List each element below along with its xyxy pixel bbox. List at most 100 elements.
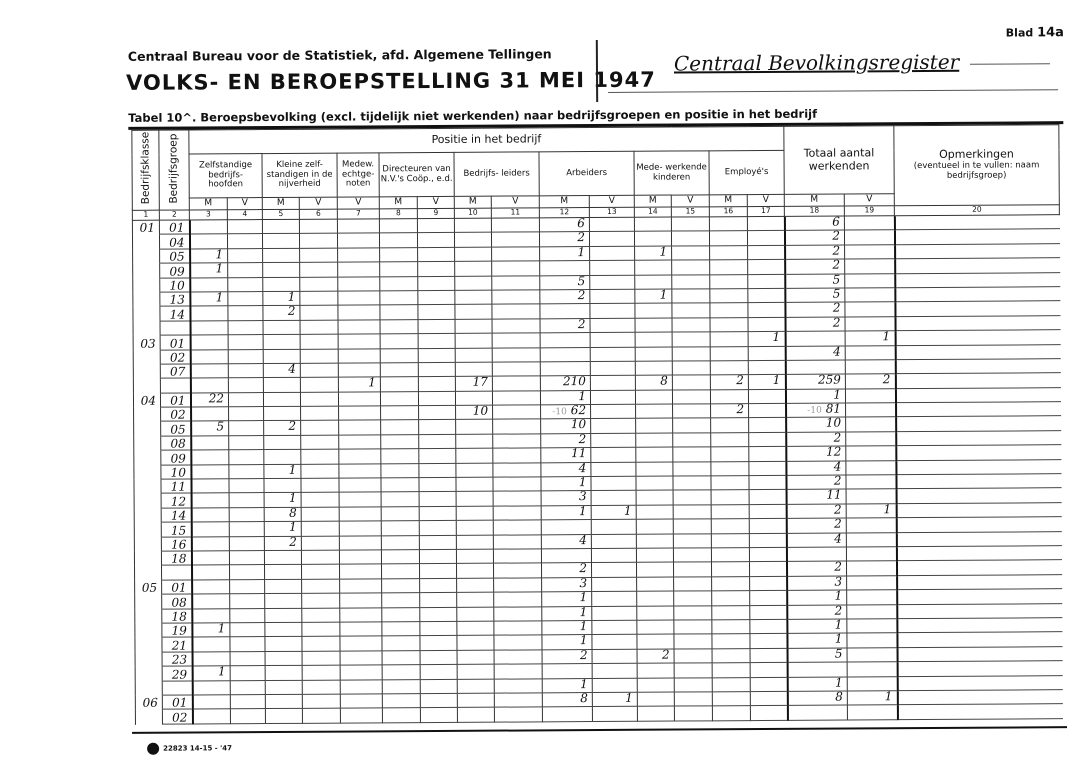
cell-col-4: [228, 406, 264, 422]
cell-col-6: [300, 449, 339, 464]
cell-col-7: [338, 449, 381, 464]
cell-col-6: [300, 478, 340, 493]
cell-col-17: [749, 590, 787, 606]
cell-col-20: [895, 473, 1062, 490]
cell-col-6: [300, 420, 339, 436]
cell-col-7: [339, 521, 382, 536]
cell-col-15: [673, 490, 712, 505]
cell-col-15: [674, 691, 713, 707]
cell-col-5: 2: [264, 534, 302, 551]
cell-bedrijfsklasse: [133, 320, 161, 336]
cell-col-15: [674, 677, 713, 692]
cell-bedrijfsklasse: [133, 407, 161, 422]
cell-col-14: [635, 461, 673, 477]
cell-col-14: [636, 504, 674, 520]
cell-col-11: [493, 505, 542, 521]
cell-col-11: [491, 275, 540, 291]
cell-value: 1: [217, 664, 226, 679]
cell-col-5: [265, 679, 303, 695]
cell-col-8: [382, 679, 421, 694]
cell-col-9: [417, 232, 455, 248]
sex-label-col-17: V: [747, 194, 785, 207]
cell-col-8: [379, 276, 418, 291]
cell-col-11: [492, 332, 541, 348]
cell-col-8: [381, 563, 420, 579]
cell-bedrijfsgroep: 21: [161, 637, 193, 652]
cell-col-17: [748, 475, 787, 491]
cell-value: 17: [472, 374, 488, 390]
cell-col-11: [494, 649, 543, 665]
cell-col-19: [846, 604, 897, 619]
cell-value: 1: [882, 329, 891, 344]
cell-col-19: [846, 517, 897, 533]
cell-col-17: [750, 676, 788, 692]
cell-col-19: [846, 589, 897, 605]
cell-col-8: [382, 693, 421, 709]
cell-col-7: [337, 290, 380, 306]
cell-col-7: [338, 348, 381, 364]
cell-col-17: [748, 389, 786, 404]
sex-label-col-13: V: [589, 195, 635, 208]
cell-col-14: [635, 447, 673, 462]
cell-col-6: [302, 650, 341, 666]
cell-col-19: [845, 402, 896, 418]
cell-col-20: [894, 315, 1061, 331]
cell-col-16: [710, 418, 749, 433]
cell-col-7: [339, 506, 382, 522]
cell-bedrijfsklasse: [132, 292, 160, 307]
cell-col-16: [711, 619, 750, 635]
cell-col-4: [230, 680, 266, 695]
cell-col-9: [419, 606, 457, 622]
cell-value: 1: [579, 633, 588, 648]
cell-value: 4: [833, 459, 842, 474]
cell-col-6: [299, 262, 338, 277]
cell-col-7: [337, 233, 380, 248]
cell-col-6: [301, 535, 340, 551]
cell-col-13: [591, 634, 638, 650]
cell-col-7: [340, 650, 383, 666]
cell-col-5: [264, 550, 302, 565]
cell-col-12: 4: [541, 533, 592, 549]
cell-col-7: [339, 492, 382, 507]
cell-col-20: [897, 689, 1063, 705]
cell-col-4: [229, 593, 265, 609]
cell-col-7: [337, 262, 380, 277]
cell-bedrijfsgroep: 05: [159, 248, 190, 264]
cell-col-10: [457, 664, 495, 679]
cell-col-11: [491, 218, 540, 233]
cell-value: 2: [287, 304, 296, 319]
cell-col-17: [749, 504, 787, 519]
cell-col-16: [711, 590, 750, 606]
cell-col-7: [340, 679, 383, 694]
cell-col-16: [709, 259, 748, 275]
cell-col-12: 1: [539, 245, 590, 262]
cell-col-8: [381, 635, 421, 651]
cell-bedrijfsgroep: [162, 680, 193, 696]
cell-col-3: [191, 565, 230, 580]
cell-value: 2: [834, 603, 843, 618]
cell-col-19: [846, 618, 897, 634]
cell-col-16: [711, 561, 750, 577]
cell-col-11: [493, 592, 542, 607]
cell-col-8: [381, 535, 420, 550]
cell-col-17: [749, 576, 787, 591]
cell-col-20: [896, 632, 1063, 648]
cell-col-9: [419, 506, 457, 521]
column-number-5: 5: [262, 209, 300, 220]
col-kleine-zelfstandigen: Kleine zelf- standigen in de nijverheid: [261, 153, 338, 198]
cell-col-6: [301, 492, 340, 508]
cell-col-4: [228, 334, 264, 350]
column-number-1: 1: [132, 210, 160, 220]
cell-col-17: [749, 532, 787, 548]
cell-value: 22: [208, 390, 225, 406]
cell-col-20: [895, 430, 1061, 446]
cell-col-5: [264, 593, 302, 609]
cell-col-7: [339, 578, 382, 594]
cell-col-11: [492, 448, 541, 463]
correction-note: -10: [552, 407, 567, 418]
cell-value: 1: [215, 247, 224, 262]
cell-col-3: [191, 637, 231, 652]
cell-col-8: [380, 391, 419, 406]
cell-col-16: [711, 576, 750, 591]
cell-col-20: [895, 459, 1061, 475]
